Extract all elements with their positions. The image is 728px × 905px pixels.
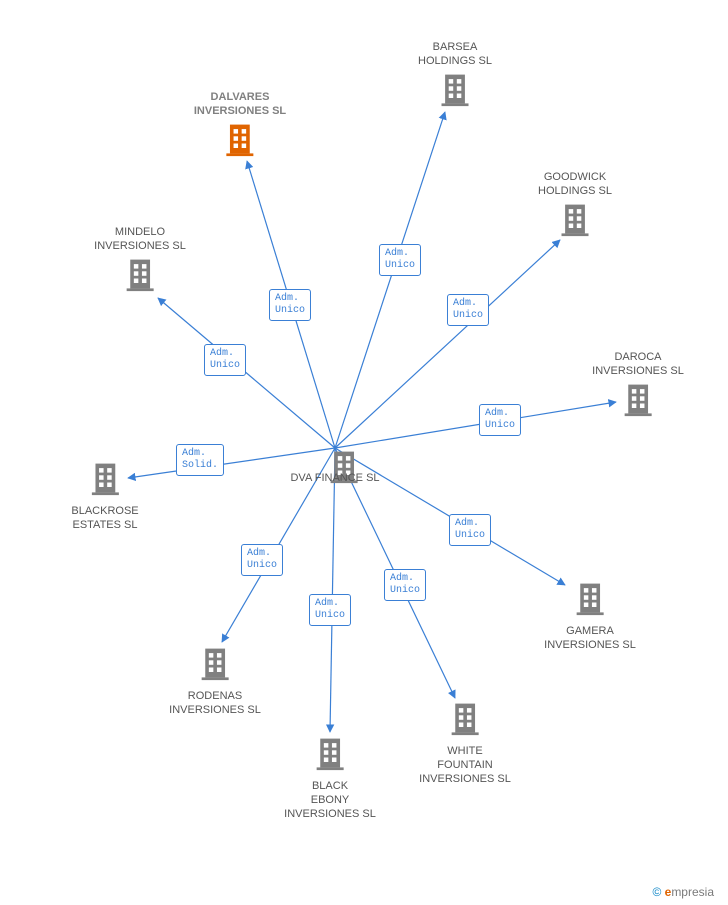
node-label: BLACKROSE ESTATES SL bbox=[71, 504, 138, 532]
node-label: GAMERA INVERSIONES SL bbox=[544, 624, 636, 652]
building-icon bbox=[572, 603, 608, 620]
edge-label-gamera: Adm. Unico bbox=[449, 514, 491, 546]
edge-label-goodwick: Adm. Unico bbox=[447, 294, 489, 326]
edge-label-dalvares: Adm. Unico bbox=[269, 289, 311, 321]
building-icon bbox=[557, 224, 593, 241]
edge-goodwick bbox=[335, 240, 560, 448]
node-label: MINDELO INVERSIONES SL bbox=[94, 225, 186, 253]
node-barsea: BARSEA HOLDINGS SL bbox=[418, 40, 492, 112]
node-goodwick: GOODWICK HOLDINGS SL bbox=[538, 170, 612, 242]
edge-label-mindelo: Adm. Unico bbox=[204, 344, 246, 376]
node-blackebony: BLACK EBONY INVERSIONES SL bbox=[284, 735, 376, 821]
edge-label-rodenas: Adm. Unico bbox=[241, 544, 283, 576]
node-daroca: DAROCA INVERSIONES SL bbox=[592, 350, 684, 422]
node-label: DAROCA INVERSIONES SL bbox=[592, 350, 684, 378]
node-label: BARSEA HOLDINGS SL bbox=[418, 40, 492, 68]
node-whitefount: WHITE FOUNTAIN INVERSIONES SL bbox=[419, 700, 511, 786]
copyright-symbol: © bbox=[652, 885, 661, 899]
node-label: RODENAS INVERSIONES SL bbox=[169, 689, 261, 717]
node-rodenas: RODENAS INVERSIONES SL bbox=[169, 645, 261, 717]
brand-rest: mpresia bbox=[671, 885, 714, 899]
center-node-label: DVA FINANCE SL bbox=[290, 472, 379, 484]
edge-barsea bbox=[335, 112, 445, 448]
edge-label-whitefount: Adm. Unico bbox=[384, 569, 426, 601]
edge-label-barsea: Adm. Unico bbox=[379, 244, 421, 276]
copyright: © empresia bbox=[652, 885, 714, 899]
node-gamera: GAMERA INVERSIONES SL bbox=[544, 580, 636, 652]
building-icon bbox=[222, 144, 258, 161]
node-label: BLACK EBONY INVERSIONES SL bbox=[284, 779, 376, 821]
building-icon bbox=[437, 94, 473, 111]
building-icon bbox=[122, 279, 158, 296]
building-icon bbox=[447, 723, 483, 740]
center-node bbox=[308, 430, 362, 507]
edge-label-daroca: Adm. Unico bbox=[479, 404, 521, 436]
node-mindelo: MINDELO INVERSIONES SL bbox=[94, 225, 186, 297]
node-blackrose: BLACKROSE ESTATES SL bbox=[71, 460, 138, 532]
node-label: GOODWICK HOLDINGS SL bbox=[538, 170, 612, 198]
building-icon bbox=[620, 404, 656, 421]
building-icon bbox=[197, 668, 233, 685]
node-label: DALVARES INVERSIONES SL bbox=[194, 90, 286, 118]
building-icon bbox=[312, 758, 348, 775]
edge-daroca bbox=[335, 402, 616, 448]
network-diagram: DVA FINANCE SL DALVARES INVERSIONES SL B… bbox=[0, 0, 728, 905]
node-dalvares: DALVARES INVERSIONES SL bbox=[194, 90, 286, 162]
building-icon bbox=[87, 483, 123, 500]
node-label: WHITE FOUNTAIN INVERSIONES SL bbox=[419, 744, 511, 786]
edge-label-blackrose: Adm. Solid. bbox=[176, 444, 224, 476]
edge-label-blackebony: Adm. Unico bbox=[309, 594, 351, 626]
